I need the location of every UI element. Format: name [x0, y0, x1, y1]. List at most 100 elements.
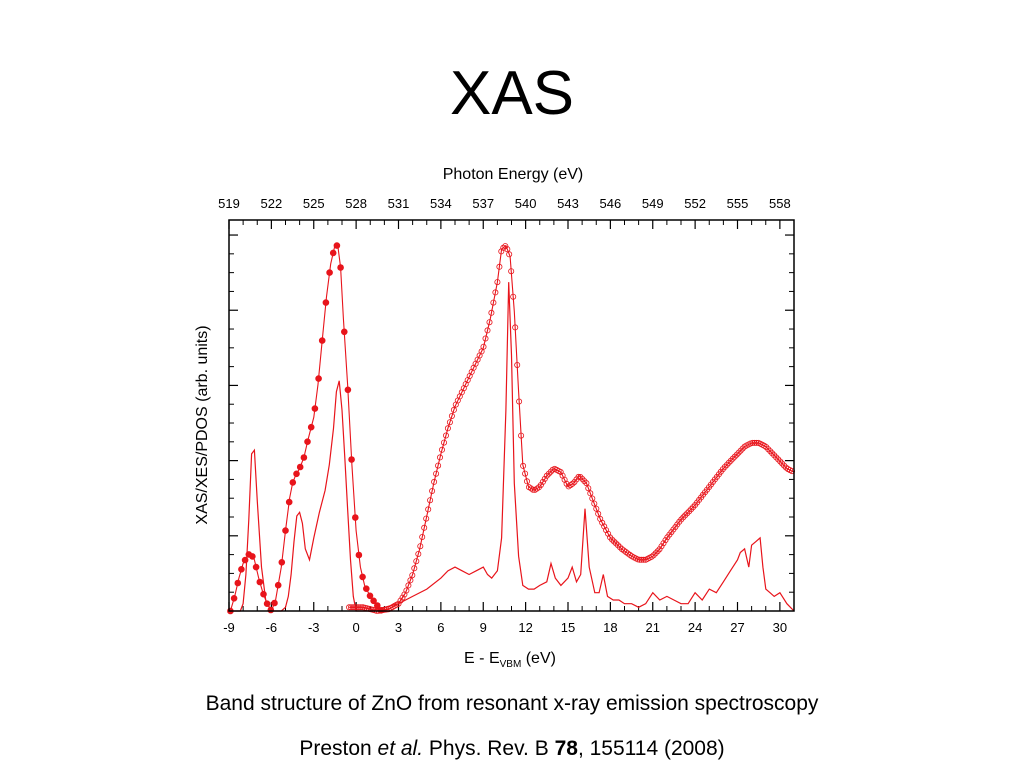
top-axis-ticks: [228, 220, 781, 229]
series-0-marker: [311, 405, 319, 412]
top-tick-label: 528: [345, 196, 367, 211]
series-1-marker: [690, 504, 697, 511]
bottom-tick-label: 0: [353, 620, 360, 635]
series-1-marker: [777, 458, 784, 465]
series-1-marker: [494, 279, 501, 286]
series-1-marker: [688, 506, 695, 513]
bottom-tick-label: 18: [603, 620, 617, 635]
series-1-marker: [619, 546, 626, 553]
series-1-marker: [781, 462, 788, 469]
series-0-marker: [293, 470, 300, 478]
series-1-marker: [539, 478, 546, 485]
series-0-marker: [282, 527, 289, 534]
citation-rest: , 155114 (2008): [577, 737, 725, 760]
series-1-marker: [407, 577, 414, 584]
bottom-tick-label: 21: [646, 620, 660, 635]
series-1-marker: [403, 587, 410, 594]
series-0-marker: [370, 597, 377, 605]
series-1-marker: [557, 468, 564, 475]
series-0-marker: [366, 592, 374, 600]
series-1-marker: [617, 544, 624, 551]
series-1-marker: [620, 547, 627, 554]
bottom-tick-label: -9: [223, 620, 235, 635]
series-1-marker: [658, 543, 665, 550]
series-1-marker: [652, 550, 659, 557]
series-1-marker: [638, 556, 645, 563]
spectrum-chart: Photon Energy (eV) 519 522 525 528 531 534 537…: [194, 166, 796, 670]
series-1-marker: [496, 263, 503, 270]
series-1-marker: [429, 487, 436, 494]
series-1-marker: [656, 546, 663, 553]
top-tick-label: 540: [515, 196, 537, 211]
series-0-marker: [351, 514, 359, 521]
series-1-marker: [650, 552, 657, 559]
series-0-marker: [322, 299, 330, 306]
series-1-marker: [763, 444, 770, 451]
series-1-marker: [599, 519, 606, 526]
top-tick-label: 534: [430, 196, 452, 211]
series-1-marker: [609, 536, 616, 543]
series-1-marker: [413, 558, 420, 565]
series-1-marker: [725, 459, 732, 466]
series-0-marker: [296, 463, 304, 471]
series-1-marker: [622, 549, 629, 556]
series-1-marker: [769, 450, 776, 457]
series-0-marker: [318, 337, 326, 344]
series-1-marker: [512, 324, 519, 331]
series-1-marker: [678, 516, 685, 523]
series-1-marker: [603, 527, 610, 534]
series-1-marker: [583, 480, 590, 487]
series-1-marker: [753, 439, 760, 446]
series-0-marker: [234, 579, 242, 587]
x-axis-label-unit: (eV): [521, 650, 556, 667]
series-0-marker: [348, 456, 355, 463]
series-1-marker: [739, 445, 746, 452]
series-layer: [227, 242, 796, 615]
series-1-marker: [502, 243, 509, 250]
series-1-marker: [545, 470, 552, 477]
x-axis-label-main: E - E: [464, 650, 500, 667]
series-1-marker: [508, 268, 515, 275]
series-1-marker: [723, 461, 730, 468]
series-1-marker: [436, 454, 443, 461]
bottom-axis-tick-labels: -9 -6 -3 0 3 6 9 12 15 18 21 24 27 30: [223, 620, 787, 635]
series-1-marker: [733, 451, 740, 458]
bottom-tick-label: 9: [480, 620, 487, 635]
series-1-marker: [680, 514, 687, 521]
series-0-marker: [285, 498, 293, 506]
series-1-marker: [721, 463, 728, 470]
bottom-tick-label: -6: [266, 620, 278, 635]
series-1-marker: [411, 565, 418, 572]
series-1-marker: [347, 604, 354, 611]
series-1-marker: [684, 510, 691, 517]
series-1-marker: [522, 470, 529, 477]
top-tick-label: 522: [261, 196, 283, 211]
series-1-marker: [585, 485, 592, 492]
series-1-marker: [593, 505, 600, 512]
series-1-marker: [660, 540, 667, 547]
series-1-marker: [514, 361, 521, 368]
y-axis-label: XAS/XES/PDOS (arb. units): [194, 325, 211, 524]
top-tick-label: 519: [218, 196, 240, 211]
series-1-marker: [779, 460, 786, 467]
series-1-marker: [640, 556, 647, 563]
series-1-marker: [504, 246, 511, 253]
series-1-marker: [587, 490, 594, 497]
series-1-marker: [765, 446, 772, 453]
series-1-marker: [490, 299, 497, 306]
top-axis-label: Photon Energy (eV): [443, 166, 584, 183]
series-1-marker: [727, 457, 734, 464]
x-axis-label: E - EVBM (eV): [464, 650, 556, 670]
series-1-marker: [682, 512, 689, 519]
series-1-marker: [735, 449, 742, 456]
bottom-tick-label: 30: [773, 620, 787, 635]
series-1-marker: [605, 530, 612, 537]
series-0-marker: [337, 264, 344, 271]
top-tick-label: 537: [472, 196, 494, 211]
series-1-marker: [446, 419, 453, 426]
series-1-marker: [415, 551, 422, 558]
bottom-tick-label: 27: [730, 620, 744, 635]
series-1-marker: [417, 543, 424, 550]
series-0-marker: [238, 565, 245, 573]
series-1-marker: [520, 462, 527, 469]
